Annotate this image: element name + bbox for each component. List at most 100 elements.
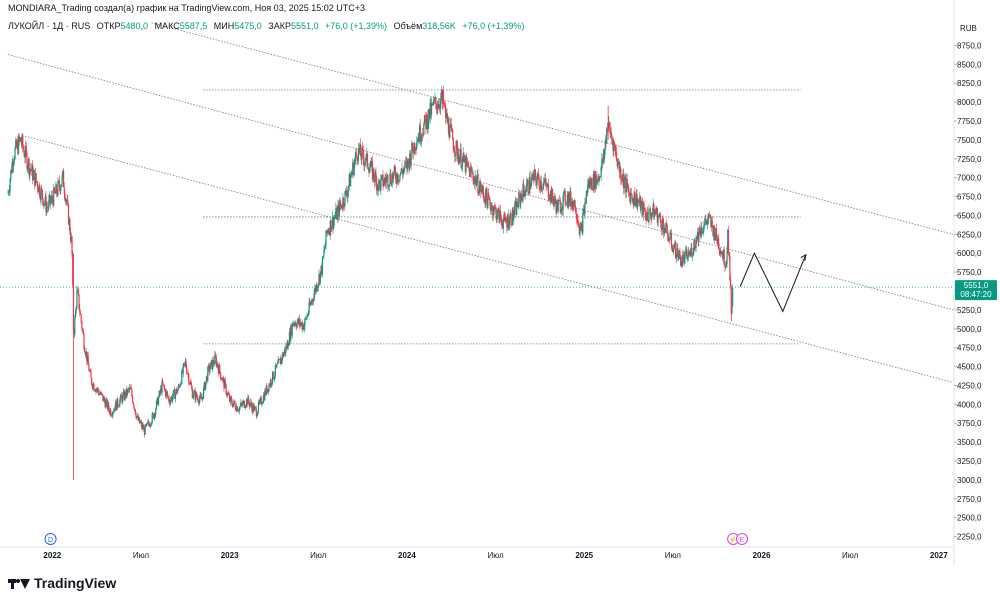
candle-body: [195, 392, 197, 400]
candle-body: [238, 407, 241, 412]
candle-body: [133, 404, 135, 409]
candle-body: [147, 421, 149, 424]
candle-body: [231, 398, 233, 404]
candle-body: [115, 401, 117, 410]
candle-body: [723, 249, 725, 266]
candle-body: [524, 193, 526, 197]
candle-body: [599, 176, 601, 178]
candle-body: [456, 141, 458, 146]
candle-body: [562, 195, 564, 211]
candle-body: [576, 219, 578, 220]
y-tick-label: 4500,0: [957, 363, 982, 372]
candle-body: [96, 388, 98, 390]
candle-body: [579, 226, 581, 235]
candle-body: [204, 382, 206, 390]
candle-body: [514, 202, 516, 206]
candle-body: [274, 375, 276, 379]
candle-body: [132, 402, 134, 405]
candle-body: [538, 178, 540, 187]
candle-body: [305, 318, 307, 320]
candle-body: [291, 323, 293, 335]
candle-body: [617, 163, 619, 167]
candle-body: [466, 162, 469, 163]
drawing-layer: [0, 22, 954, 383]
candle-body: [282, 353, 284, 358]
candle-body: [229, 396, 231, 402]
candle-body: [321, 265, 323, 275]
candle-body: [231, 403, 234, 407]
candle-body: [208, 365, 210, 372]
candle-body: [226, 394, 228, 395]
candle-body: [124, 391, 126, 400]
candle-body: [238, 410, 240, 412]
candle-body: [485, 188, 487, 205]
candle-body: [628, 192, 630, 194]
candle-body: [710, 221, 713, 227]
candle-body: [83, 334, 85, 349]
candle-body: [568, 193, 571, 203]
candle-body: [677, 256, 680, 260]
candle-body: [507, 215, 509, 229]
candle-body: [690, 247, 692, 252]
candle-body: [640, 202, 642, 211]
candle-body: [632, 199, 634, 200]
candle-body: [554, 196, 556, 201]
candle-body: [164, 390, 167, 397]
candle-body: [670, 233, 673, 246]
candle-body: [390, 182, 393, 186]
candle-body: [203, 382, 205, 388]
tradingview-logo[interactable]: TradingView: [8, 575, 116, 591]
candle-body: [615, 152, 618, 161]
candle-body: [290, 325, 293, 335]
candle-body: [39, 196, 41, 200]
candle-body: [216, 362, 218, 366]
candle-body: [637, 200, 639, 208]
candle-body: [30, 169, 32, 172]
candle-body: [397, 173, 399, 182]
candle-body: [603, 153, 605, 159]
candle-body: [179, 383, 181, 387]
candle-body: [606, 128, 608, 143]
chart-caption: MONDIARA_Trading создал(а) график на Tra…: [8, 3, 365, 13]
candle-body: [713, 225, 715, 236]
candle-body: [438, 104, 440, 107]
candle-body: [569, 191, 571, 203]
candle-body: [502, 225, 504, 229]
candle-body: [223, 378, 225, 389]
candle-body: [429, 102, 431, 119]
candle-body: [251, 405, 253, 412]
candle-body: [348, 174, 350, 186]
candle-body: [409, 153, 412, 166]
candle-body: [161, 381, 163, 393]
y-tick-label: 7250,0: [957, 155, 982, 164]
candle-body: [554, 196, 556, 204]
candle-body: [171, 396, 173, 401]
candle-body: [128, 389, 130, 390]
candle-body: [432, 103, 434, 105]
candle-body: [29, 168, 32, 170]
candle-body: [522, 183, 524, 201]
candle-body: [104, 400, 106, 408]
candle-body: [167, 393, 169, 398]
candle-body: [642, 200, 644, 216]
candle-body: [699, 227, 701, 234]
candle-body: [589, 179, 592, 186]
candle-body: [154, 413, 156, 416]
earnings-marker-label: E: [740, 537, 745, 544]
candle-body: [86, 351, 88, 362]
candle-body: [537, 173, 539, 180]
candle-body: [198, 401, 200, 404]
candle-body: [260, 397, 262, 405]
candle-body: [290, 325, 292, 340]
candle-body: [467, 162, 469, 167]
y-tick-label: 2250,0: [957, 533, 982, 542]
candle-body: [107, 402, 109, 409]
candle-body: [587, 184, 589, 194]
candle-body: [297, 318, 299, 323]
candle-body: [233, 400, 236, 404]
candle-body: [650, 214, 652, 220]
candle-body: [32, 171, 34, 180]
candle-body: [305, 318, 307, 319]
candle-body: [230, 396, 232, 399]
